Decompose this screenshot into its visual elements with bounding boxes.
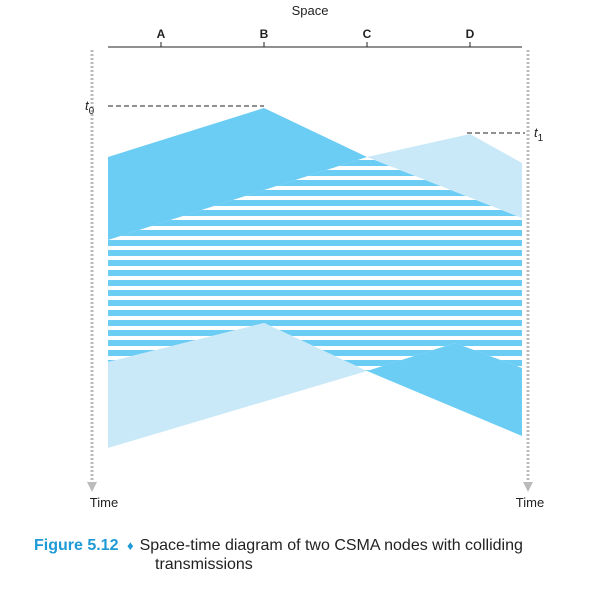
space-time-diagram: Space A B C D Time Time t0 t1 xyxy=(85,3,544,510)
node-c-label: C xyxy=(363,27,372,41)
node-d-transmission-upper xyxy=(367,134,522,218)
time-axis-left-arrow xyxy=(87,482,97,492)
collision-overlap-region xyxy=(108,157,522,371)
t0-base: t xyxy=(85,98,90,113)
space-axis-label: Space xyxy=(292,3,329,18)
caption-text-line1: Space-time diagram of two CSMA nodes wit… xyxy=(139,537,523,554)
node-b-transmission-lower xyxy=(108,323,367,448)
node-b-label: B xyxy=(260,27,269,41)
node-d: D xyxy=(466,27,475,47)
node-d-label: D xyxy=(466,27,475,41)
t1-base: t xyxy=(534,125,539,140)
caption-separator: ♦ xyxy=(126,538,134,553)
t1-marker: t1 xyxy=(534,125,544,144)
t1-sub: 1 xyxy=(538,133,544,144)
node-d-transmission-lower xyxy=(367,343,522,436)
node-a-label: A xyxy=(157,27,166,41)
t0-sub: 0 xyxy=(89,106,95,117)
node-b: B xyxy=(260,27,269,47)
t0-marker: t0 xyxy=(85,98,95,117)
time-axis-left-label: Time xyxy=(90,495,118,510)
caption-text-line2: transmissions xyxy=(155,556,253,573)
figure-label: Figure 5.12 xyxy=(34,537,119,554)
node-a: A xyxy=(157,27,166,47)
figure-caption: Figure 5.12 ♦ Space-time diagram of two C… xyxy=(34,536,594,574)
time-axis-right-arrow xyxy=(523,482,533,492)
node-c: C xyxy=(363,27,372,47)
time-axis-right-label: Time xyxy=(516,495,544,510)
node-b-transmission-upper xyxy=(108,108,367,240)
